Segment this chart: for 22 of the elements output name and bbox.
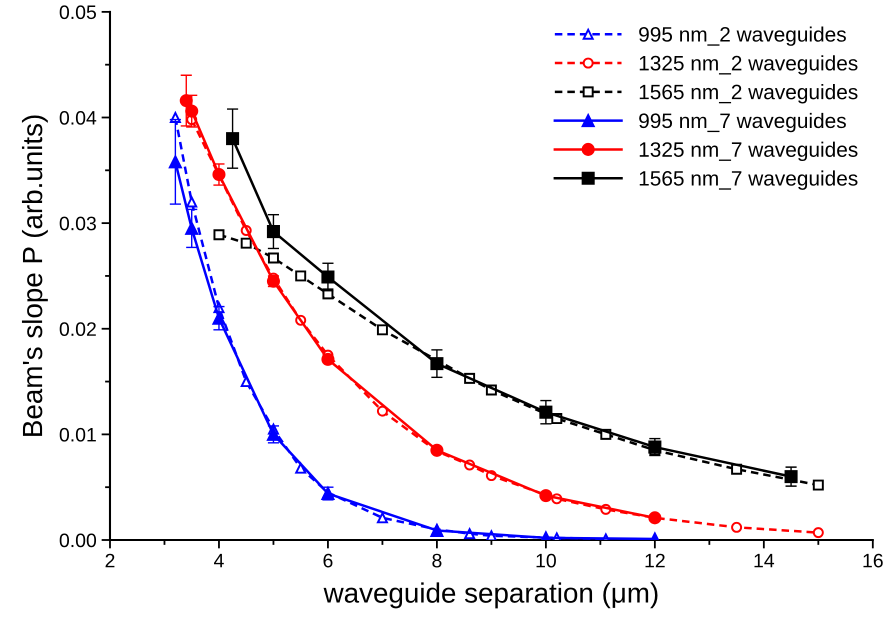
y-tick-label: 0.01 bbox=[60, 428, 96, 442]
x-tick-label: 8 bbox=[432, 554, 442, 568]
x-tick-label: 16 bbox=[863, 554, 883, 568]
y-tick-label: 0.04 bbox=[60, 110, 96, 125]
legend-label: 995 nm_2 waveguides bbox=[639, 26, 846, 46]
x-tick-label: 10 bbox=[536, 554, 556, 568]
x-tick-label: 4 bbox=[214, 554, 224, 568]
x-tick-label: 6 bbox=[324, 554, 332, 568]
y-tick-label: 0.03 bbox=[60, 216, 96, 230]
x-tick-label: 12 bbox=[646, 554, 665, 568]
x-tick-label: 14 bbox=[754, 554, 774, 568]
legend-label: 1565 nm_7 waveguides bbox=[640, 170, 858, 190]
y-tick-label: 0.05 bbox=[60, 5, 96, 20]
legend-label: 1325 nm_7 waveguides bbox=[640, 142, 858, 162]
legend-label: 1565 nm_2 waveguides bbox=[640, 84, 858, 104]
legend-label: 995 nm_7 waveguides bbox=[639, 112, 846, 132]
legend-label: 1325 nm_2 waveguides bbox=[640, 55, 858, 75]
x-tick-label: 2 bbox=[106, 554, 114, 568]
y-tick-label: 0.00 bbox=[60, 533, 96, 548]
y-tick-label: 0.02 bbox=[60, 322, 96, 336]
x-axis-title: waveguide separation (μm) bbox=[324, 582, 658, 608]
y-axis-title: Beam's slope P (arb.units) bbox=[22, 115, 48, 436]
